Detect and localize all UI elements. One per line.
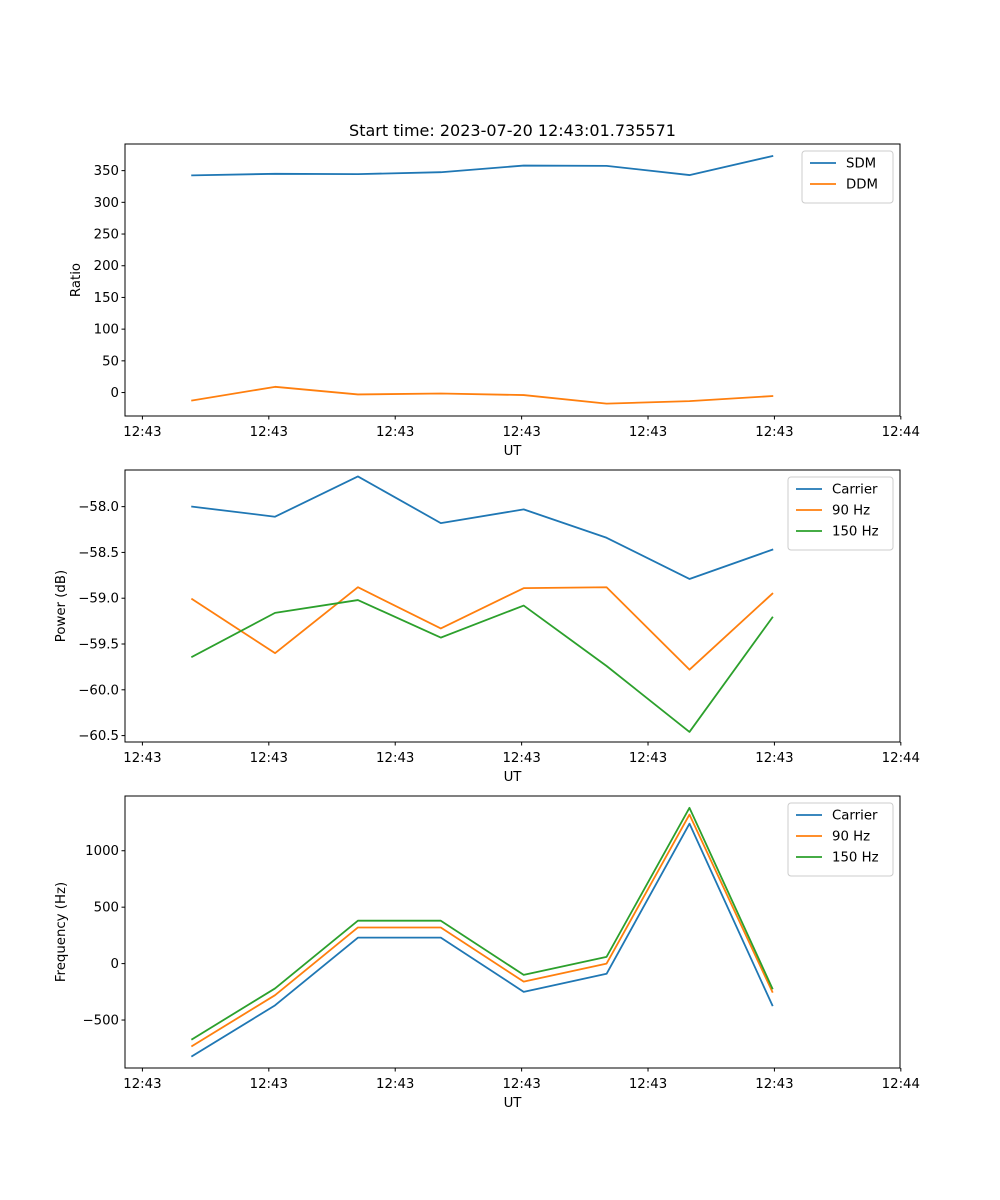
- x-tick-label: 12:43: [502, 751, 540, 766]
- legend: SDM DDM: [801, 150, 894, 204]
- x-tick-label: 12:43: [250, 1077, 288, 1092]
- y-tick-label: 100: [94, 323, 119, 338]
- chart-panel-1: 0 50 100 150 200 250 300 350 12:43 12:43 12:43 12:4…: [69, 143, 920, 459]
- y-tick-label: −500: [82, 1014, 119, 1029]
- legend-frame: [801, 150, 894, 204]
- figure-title: Start time: 2023-07-20 12:43:01.735571: [349, 121, 676, 140]
- y-tick-label: −59.0: [78, 592, 119, 607]
- x-tick-label: 12:44: [882, 751, 920, 766]
- legend-label: SDM: [846, 157, 876, 172]
- x-tick-label: 12:43: [755, 425, 793, 440]
- chart-panel-2: −60.5 −60.0 −59.5 −59.0 −58.5 −58.0 12:43 12:43…: [54, 469, 920, 785]
- legend-label: 150 Hz: [832, 525, 879, 540]
- plot-frame: [124, 143, 901, 417]
- y-tick-label: 250: [94, 228, 119, 243]
- series-line-90-hz: [190, 813, 774, 1048]
- x-tick-label: 12:43: [629, 425, 667, 440]
- series-line-150-hz: [190, 806, 774, 1041]
- y-axis-label: Ratio: [69, 263, 84, 297]
- y-tick-label: −59.5: [78, 638, 119, 653]
- legend-label: 90 Hz: [832, 504, 870, 519]
- y-tick-label: −60.0: [78, 683, 119, 698]
- y-tick-label: −60.5: [78, 729, 119, 744]
- series-line-carrier: [190, 822, 774, 1058]
- x-tick-label: 12:44: [882, 1077, 920, 1092]
- x-axis-label: UT: [504, 1096, 523, 1111]
- x-tick-label: 12:43: [376, 751, 414, 766]
- chart-panel-3: −500 0 500 1000 12:43 12:43 12:43 12:43 12:43 12:…: [54, 795, 920, 1111]
- plot-frame: [124, 469, 901, 743]
- series-line-ddm: [191, 385, 774, 405]
- y-tick-label: −58.0: [78, 500, 119, 515]
- x-tick-label: 12:43: [502, 1077, 540, 1092]
- y-tick-label: 350: [94, 164, 119, 179]
- y-tick-label: 150: [94, 291, 119, 306]
- legend: Carrier 90 Hz 150 Hz: [787, 802, 894, 877]
- y-tick-label: 300: [94, 196, 119, 211]
- y-axis-label: Frequency (Hz): [54, 882, 69, 982]
- x-tick-label: 12:43: [502, 425, 540, 440]
- y-tick-label: 500: [94, 901, 119, 916]
- x-tick-label: 12:44: [882, 425, 920, 440]
- x-tick-label: 12:43: [629, 751, 667, 766]
- x-tick-label: 12:43: [250, 751, 288, 766]
- panels: 0 50 100 150 200 250 300 350 12:43 12:43 12:43 12:4…: [54, 143, 920, 1111]
- series-line-carrier: [191, 475, 774, 580]
- legend-label: DDM: [846, 178, 878, 193]
- plot-frame: [124, 795, 901, 1069]
- x-tick-label: 12:43: [755, 751, 793, 766]
- y-tick-label: 200: [94, 259, 119, 274]
- x-tick-label: 12:43: [629, 1077, 667, 1092]
- x-axis-label: UT: [504, 770, 523, 785]
- x-tick-label: 12:43: [755, 1077, 793, 1092]
- x-tick-label: 12:43: [376, 1077, 414, 1092]
- x-tick-label: 12:43: [376, 425, 414, 440]
- legend-label: Carrier: [832, 809, 878, 824]
- x-axis-label: UT: [504, 444, 523, 459]
- y-tick-label: −58.5: [78, 546, 119, 561]
- y-tick-label: 0: [111, 386, 119, 401]
- x-tick-label: 12:43: [123, 1077, 161, 1092]
- series-line-90-hz: [190, 586, 774, 671]
- y-tick-label: 50: [102, 354, 119, 369]
- legend-label: 150 Hz: [832, 851, 879, 866]
- x-tick-label: 12:43: [123, 425, 161, 440]
- legend-label: 90 Hz: [832, 830, 870, 845]
- legend-label: Carrier: [832, 483, 878, 498]
- series-line-sdm: [191, 154, 774, 177]
- y-tick-label: 0: [111, 957, 119, 972]
- x-tick-label: 12:43: [250, 425, 288, 440]
- y-tick-label: 1000: [85, 844, 119, 859]
- legend: Carrier 90 Hz 150 Hz: [787, 476, 894, 551]
- x-tick-label: 12:43: [123, 751, 161, 766]
- series-line-150-hz: [190, 599, 774, 733]
- y-axis-label: Power (dB): [54, 570, 69, 642]
